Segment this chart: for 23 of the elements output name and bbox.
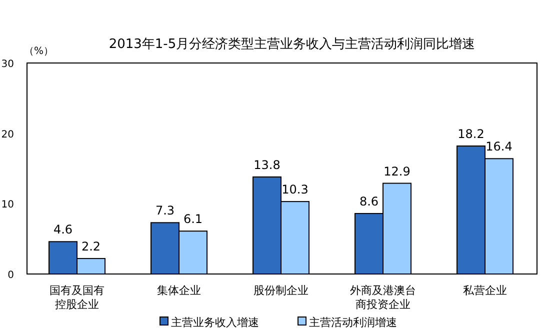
data-label: 10.3 xyxy=(282,182,308,197)
data-label: 13.8 xyxy=(254,158,280,172)
data-label: 7.3 xyxy=(155,204,175,218)
data-label: 18.2 xyxy=(458,126,484,141)
data-label: 16.4 xyxy=(486,140,512,154)
legend-label: 主营活动利润增速 xyxy=(309,316,397,329)
chart-title: 2013年1-5月分经济类型主营业务收入与主营活动利润同比增速 xyxy=(108,36,476,52)
data-label: 2.2 xyxy=(81,240,101,254)
x-tick-label: 国有及国有控股企业 xyxy=(50,284,104,311)
y-tick-label: 20 xyxy=(1,129,14,140)
x-tick-label: 集体企业 xyxy=(157,284,201,297)
data-label: 6.1 xyxy=(183,212,203,226)
legend-label: 主营业务收入增速 xyxy=(171,316,259,329)
x-tick-label: 私营企业 xyxy=(463,284,507,297)
y-tick-label: 0 xyxy=(8,270,14,281)
y-tick-label: 10 xyxy=(1,200,14,211)
x-tick-label: 外商及港澳台商投资企业 xyxy=(350,284,416,311)
data-label: 4.6 xyxy=(53,222,73,237)
y-tick-label: 30 xyxy=(1,59,14,70)
x-tick-label: 股份制企业 xyxy=(254,284,308,297)
data-label: 8.6 xyxy=(359,194,379,209)
data-label: 12.9 xyxy=(384,164,410,178)
y-axis-title: （%） xyxy=(24,46,54,57)
